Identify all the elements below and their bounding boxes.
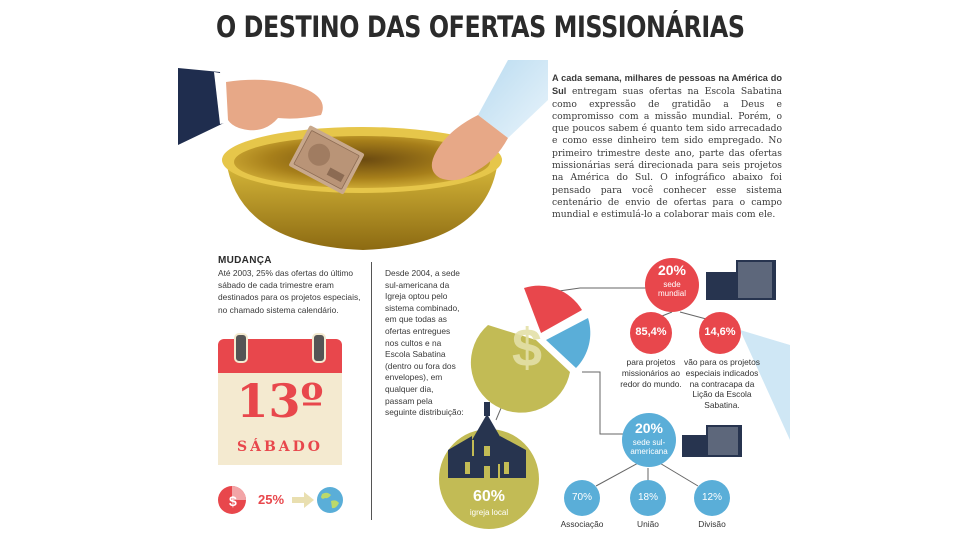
svg-text:$: $ [229,493,237,509]
projetos-missionarios-label: para projetos missionários ao redor do m… [620,357,682,389]
sede-sul-americana-percent: 20% [634,420,664,436]
associacao-circle [564,480,600,516]
legacy-pie-icon: $ [218,486,246,514]
associacao-label: Associação [560,519,604,529]
right-sleeve [478,60,548,138]
distribution-pie: $ [470,285,591,413]
banknote-icon [289,125,365,195]
divisao-percent: 12% [701,492,722,503]
igreja-local-percent: 60% [472,488,506,505]
intro-paragraph: A cada semana, milhares de pessoas na Am… [552,72,782,222]
sede-mundial-circle [645,258,699,312]
projetos-especiais-label: vão para os projetos especiais indicados… [684,357,760,411]
pie-slice-igreja-local [470,325,570,413]
igreja-local-label: igreja local [469,508,509,517]
calendar-label: SÁBADO [236,439,323,455]
decor-sliver [740,330,790,440]
projetos-especiais-circle [699,312,741,354]
pie-dollar-icon: $ [512,318,542,378]
building-icon-top [706,260,776,300]
sede-mundial-percent: 20% [657,262,687,278]
mudanca-heading: MUDANÇA [218,255,272,266]
calendar-number: 13º [236,374,324,428]
divider-left [371,262,372,520]
projetos-especiais-percent: 14,6% [704,326,736,338]
projetos-missionarios-percent: 85,4% [635,326,667,338]
page-title: O DESTINO DAS OFERTAS MISSIONÁRIAS [216,10,745,44]
sede-mundial-label: sede mundial [657,280,686,298]
sede-sul-americana-circle [622,413,676,467]
building-icon-bottom [682,425,742,457]
divisao-circle [694,480,730,516]
calendar-body [218,373,342,465]
calendar-ring-right [312,333,326,363]
projetos-missionarios-circle [630,312,672,354]
uniao-label: União [637,519,659,529]
offering-illustration [178,60,548,250]
left-cuff [214,72,230,124]
divisao-label: Divisão [698,519,726,529]
pie-slice-sede-mundial [524,285,582,333]
uniao-circle [630,480,666,516]
intro-body: entregam suas ofertas na Escola Sabatina… [552,86,782,221]
legacy-percent: 25% [258,492,285,507]
calendar-icon: 13º SÁBADO [218,333,342,465]
left-sleeve [178,68,226,145]
globe-icon [317,487,343,513]
uniao-percent: 18% [637,492,658,503]
arrow-right-icon [292,492,314,508]
sede-sul-americana-label: sede sul-americana [630,438,668,456]
calendar-ring-left [234,333,248,363]
left-hand-icon [226,79,323,131]
intro-lead: A cada semana, milhares de pessoas na Am… [552,73,782,97]
associacao-percent: 70% [571,492,592,503]
pie-slice-sede-sul-americana [546,318,591,368]
church-windows [465,446,509,478]
desde-text: Desde 2004, a sede sul-americana da Igre… [385,268,464,418]
mudanca-text: Até 2003, 25% das ofertas do último sába… [218,268,361,315]
right-hand-icon [431,115,508,181]
